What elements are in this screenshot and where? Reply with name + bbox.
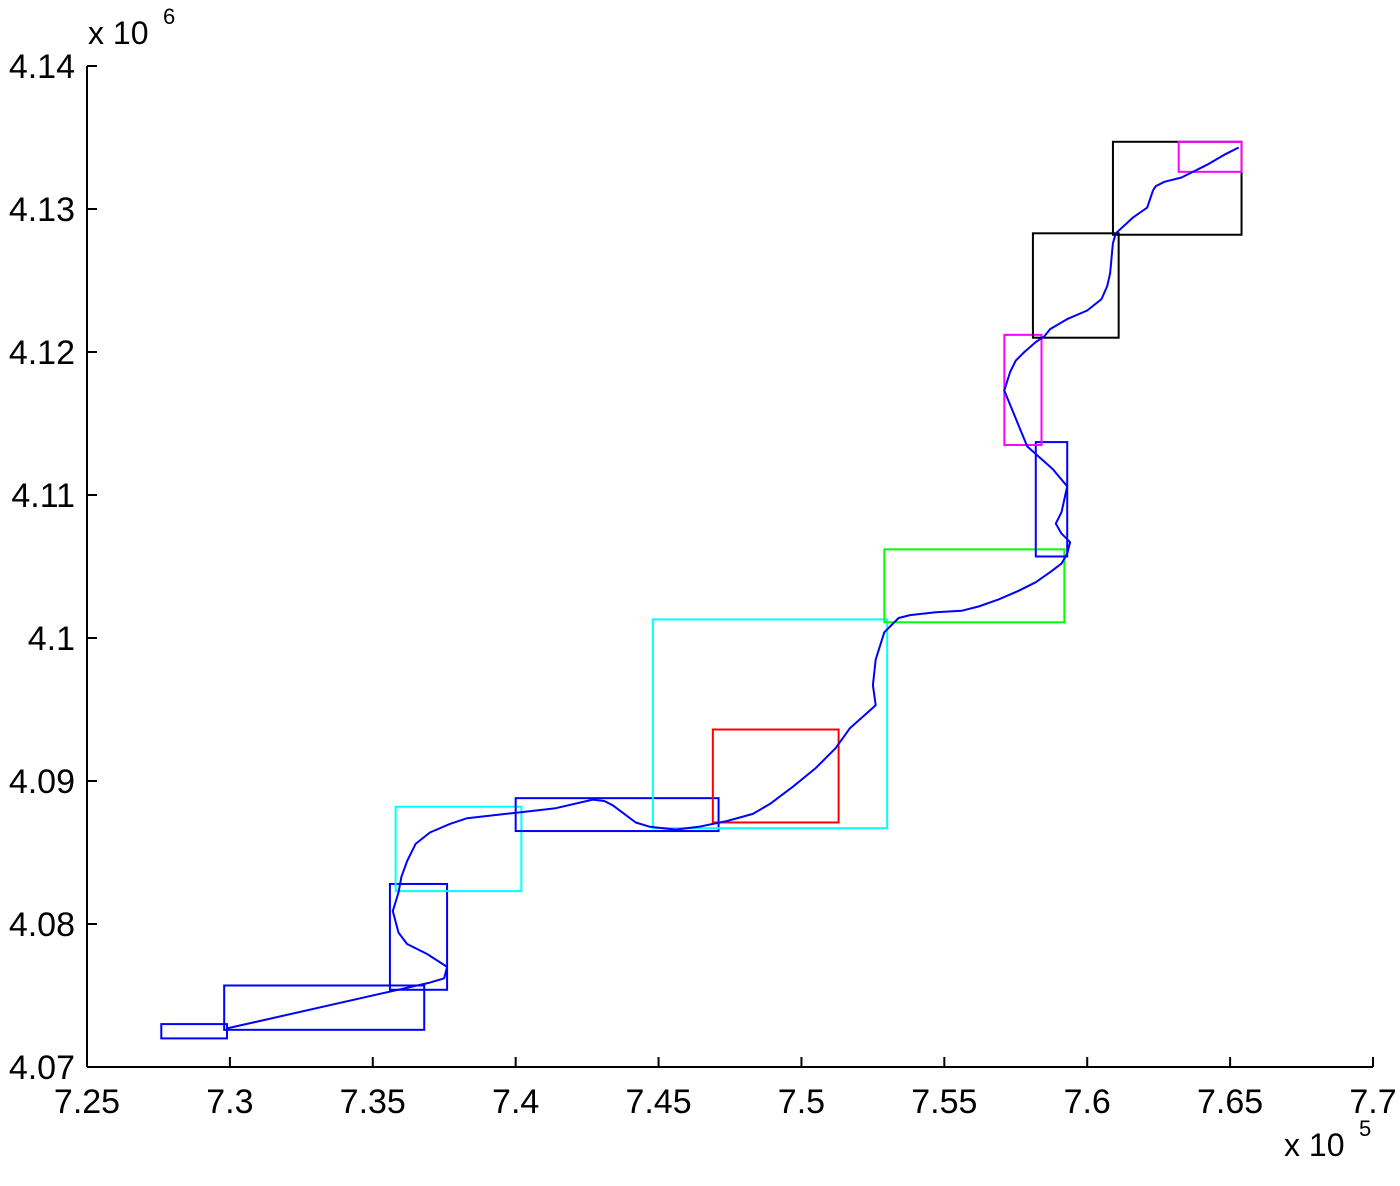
y-axis-ticks: 4.07 4.08 4.09 4.1 4.11 4.12 4.13 4.14 bbox=[9, 48, 97, 1087]
region-box-4 bbox=[394, 805, 523, 893]
x-axis-multiplier: x 10 bbox=[1284, 1127, 1344, 1163]
region-box-7 bbox=[711, 728, 840, 824]
region-box-8 bbox=[883, 548, 1066, 624]
region-box-13 bbox=[1177, 140, 1243, 173]
x-axis-multiplier-exponent: 5 bbox=[1359, 1116, 1371, 1141]
y-tick-label: 4.1 bbox=[28, 620, 75, 658]
x-tick-label: 7.65 bbox=[1197, 1083, 1263, 1121]
region-box-6 bbox=[651, 618, 889, 830]
series-line-1 bbox=[226, 146, 1240, 1030]
x-tick-label: 7.55 bbox=[911, 1083, 977, 1121]
x-tick-label: 7.3 bbox=[206, 1083, 253, 1121]
y-tick-label: 4.14 bbox=[9, 48, 75, 86]
x-tick-label: 7.4 bbox=[492, 1083, 539, 1121]
region-box-3 bbox=[388, 882, 449, 991]
region-box-2 bbox=[223, 984, 426, 1031]
series-layer bbox=[226, 146, 1240, 1030]
y-tick-label: 4.11 bbox=[11, 477, 75, 515]
x-tick-label: 7.5 bbox=[778, 1083, 825, 1121]
x-axis-ticks: 7.25 7.3 7.35 7.4 7.45 7.5 7.55 7.6 7.65 7.7 bbox=[54, 1057, 1397, 1121]
x-tick-label: 7.35 bbox=[340, 1083, 406, 1121]
y-tick-label: 4.09 bbox=[9, 763, 75, 801]
y-tick-label: 4.08 bbox=[9, 906, 75, 944]
x-tick-label: 7.7 bbox=[1349, 1083, 1396, 1121]
region-box-1 bbox=[160, 1023, 229, 1040]
y-tick-label: 4.13 bbox=[9, 191, 75, 229]
region-box-9 bbox=[1034, 441, 1069, 558]
y-tick-label: 4.07 bbox=[9, 1049, 75, 1087]
region-boxes bbox=[160, 140, 1243, 1040]
y-axis-multiplier: x 10 bbox=[88, 15, 148, 51]
region-box-10 bbox=[1003, 333, 1043, 446]
x-tick-label: 7.6 bbox=[1064, 1083, 1111, 1121]
y-axis-multiplier-exponent: 6 bbox=[163, 4, 175, 29]
y-tick-label: 4.12 bbox=[9, 334, 75, 372]
region-box-11 bbox=[1031, 232, 1120, 339]
region-box-12 bbox=[1111, 140, 1243, 236]
x-tick-label: 7.25 bbox=[54, 1083, 120, 1121]
x-tick-label: 7.45 bbox=[625, 1083, 691, 1121]
region-box-5 bbox=[514, 797, 720, 833]
